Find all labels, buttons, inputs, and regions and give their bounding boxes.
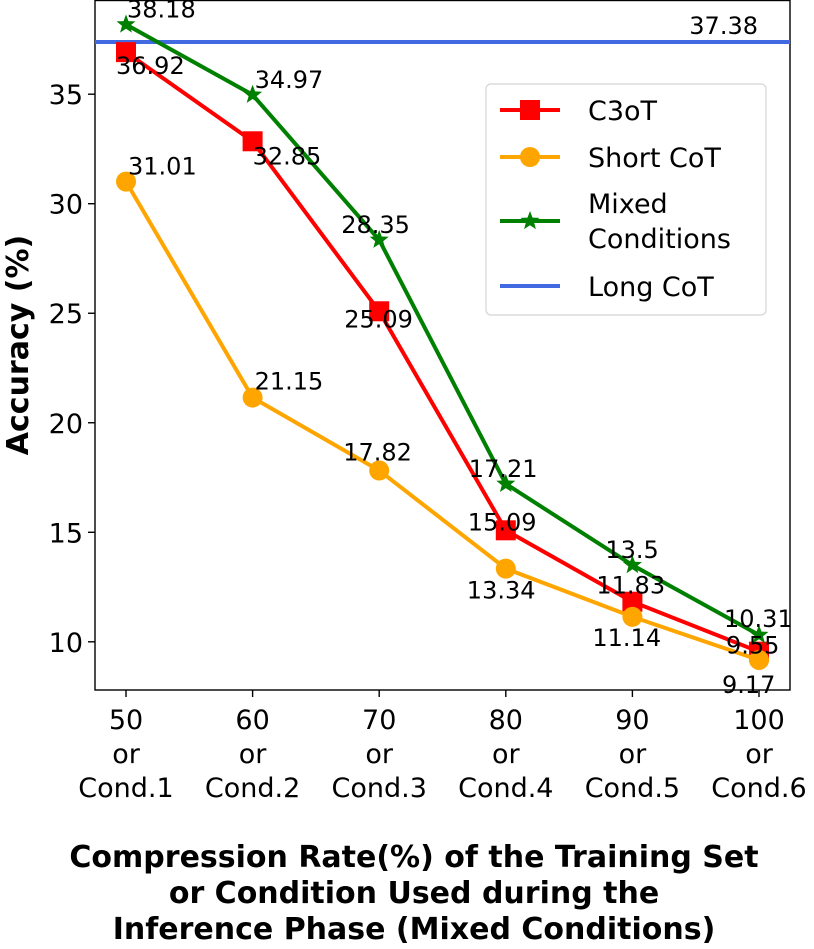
series-line-2 <box>125 22 760 637</box>
x-axis-title: Compression Rate(%) of the Training Set o… <box>69 840 758 947</box>
series-1-value-label-3: 13.34 <box>467 577 536 605</box>
x-tick-label-0: 50 or Cond.1 <box>78 705 173 804</box>
legend-label-0: C3oT <box>588 96 658 127</box>
series-1-point-1 <box>242 387 263 408</box>
legend-marker-2 <box>520 211 540 230</box>
x-tick-label-2: 70 or Cond.3 <box>332 705 427 804</box>
series-2-point-5 <box>749 625 769 644</box>
series-1-point-5 <box>749 649 769 670</box>
series-2-point-2 <box>369 229 389 248</box>
series-0-value-label-0: 36.92 <box>116 52 185 80</box>
series-1-point-3 <box>495 558 516 579</box>
series-0-value-label-5: 9.55 <box>726 632 779 660</box>
x-tick-label-1: 60 or Cond.2 <box>205 705 300 804</box>
y-axis-title: Accuracy (%) <box>1 235 36 455</box>
legend-marker-1 <box>520 147 540 167</box>
series-0-value-label-2: 25.09 <box>344 305 413 333</box>
series-2-point-1 <box>243 84 263 103</box>
series-line-1 <box>124 180 760 662</box>
series-0-point-4 <box>622 591 643 612</box>
series-2-point-4 <box>622 555 642 574</box>
legend-label-2: Mixed Conditions <box>588 189 731 255</box>
series-1-value-label-5: 9.17 <box>722 671 775 699</box>
y-tick-label-20: 20 <box>49 409 83 440</box>
series-1-value-label-4: 11.14 <box>592 624 661 652</box>
series-1-point-2 <box>369 460 390 481</box>
series-0-point-1 <box>242 131 263 152</box>
series-2-value-label-1: 34.97 <box>255 66 324 94</box>
series-2-point-0 <box>116 14 136 33</box>
series-1-value-label-0: 31.01 <box>128 153 197 181</box>
y-tick-label-35: 35 <box>49 80 83 111</box>
series-1-value-label-2: 17.82 <box>343 439 412 467</box>
y-tick-label-10: 10 <box>49 628 83 659</box>
series-2-value-label-5: 10.31 <box>724 605 793 633</box>
plot-frame <box>94 0 791 691</box>
series-line-0 <box>124 50 760 654</box>
x-tick-label-3: 80 or Cond.4 <box>458 705 553 804</box>
y-tick-label-15: 15 <box>49 518 83 549</box>
series-0-point-3 <box>495 520 516 541</box>
series-0-point-0 <box>116 42 136 63</box>
series-1-point-0 <box>116 171 136 192</box>
legend-box <box>485 83 767 316</box>
series-0-point-2 <box>369 301 390 322</box>
reference-line-label: 37.38 <box>689 12 758 40</box>
legend-label-1: Short CoT <box>588 143 721 174</box>
series-2-value-label-0: 38.18 <box>127 0 196 24</box>
series-2-value-label-2: 28.35 <box>341 211 410 239</box>
series-2-value-label-3: 17.21 <box>469 455 538 483</box>
series-2-point-3 <box>496 473 516 492</box>
y-tick-label-30: 30 <box>49 190 83 221</box>
series-1-value-label-1: 21.15 <box>255 368 324 396</box>
legend-label-3: Long CoT <box>588 272 714 303</box>
series-0-value-label-4: 11.83 <box>596 572 665 600</box>
series-1-point-4 <box>622 606 643 627</box>
x-tick-label-4: 90 or Cond.5 <box>585 705 680 804</box>
y-tick-label-25: 25 <box>49 299 83 330</box>
legend-marker-0 <box>520 100 540 120</box>
series-0-value-label-3: 15.09 <box>468 508 537 536</box>
series-0-value-label-1: 32.85 <box>253 142 322 170</box>
x-tick-label-5: 100 or Cond.6 <box>711 705 806 804</box>
series-2-value-label-4: 13.5 <box>605 536 658 564</box>
